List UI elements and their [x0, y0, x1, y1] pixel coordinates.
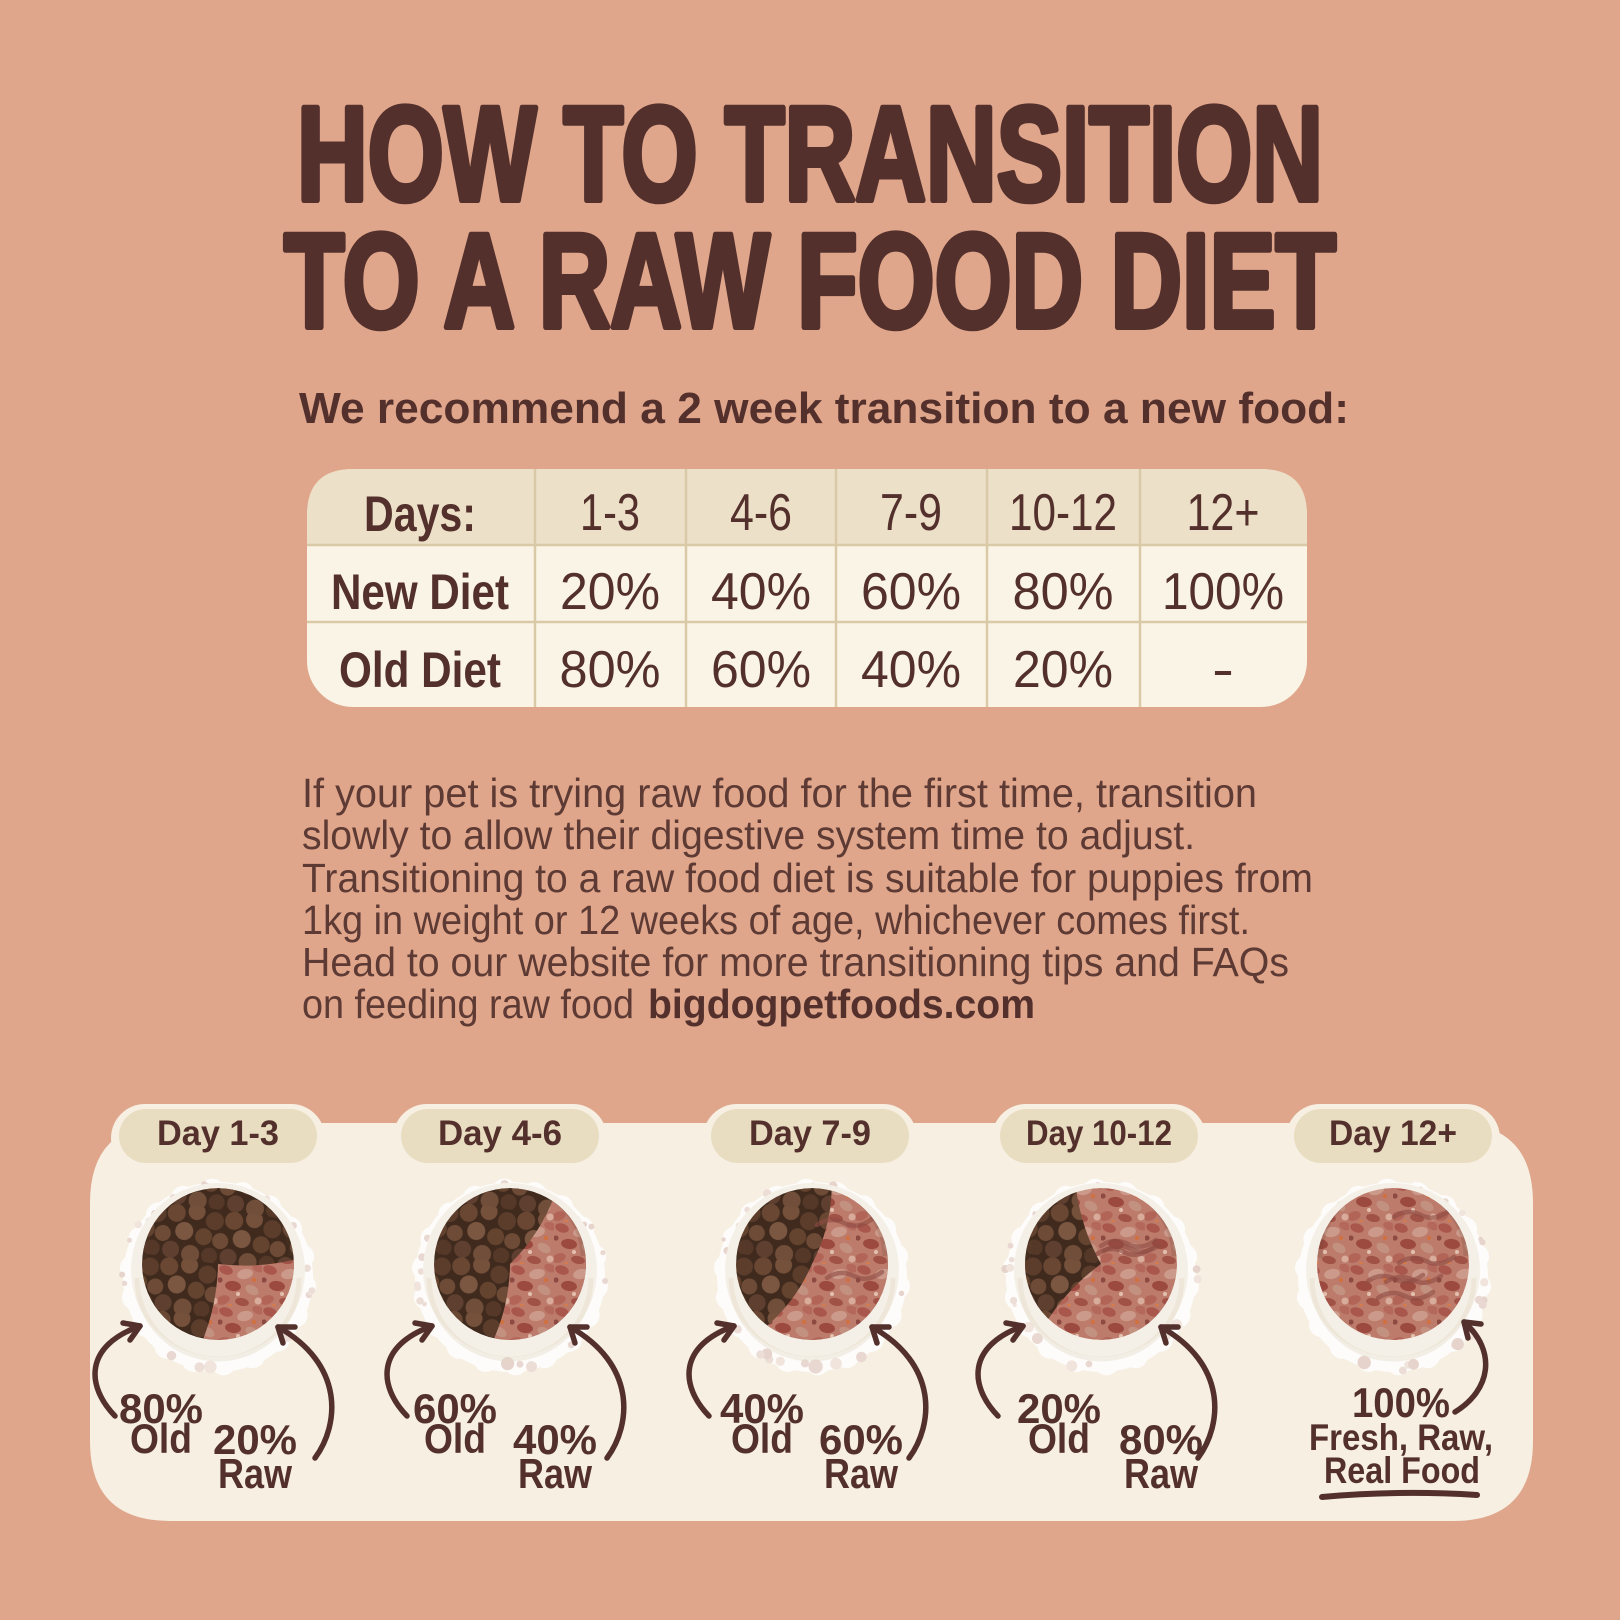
- svg-text:60%: 60%: [413, 1385, 497, 1432]
- svg-text:Head to our website for more t: Head to our website for more transitioni…: [302, 939, 1289, 985]
- svg-text:12+: 12+: [1187, 484, 1260, 542]
- svg-text:10-12: 10-12: [1009, 484, 1117, 542]
- svg-text:80%: 80%: [560, 641, 661, 699]
- svg-text:4-6: 4-6: [730, 484, 792, 542]
- svg-text:20%: 20%: [1013, 641, 1113, 699]
- svg-text:40%: 40%: [861, 641, 961, 699]
- svg-text:1kg in weight or 12 weeks of a: 1kg in weight or 12 weeks of age, whiche…: [302, 897, 1250, 943]
- svg-text:60%: 60%: [861, 563, 961, 621]
- svg-text:Fresh, Raw,: Fresh, Raw,: [1309, 1417, 1493, 1458]
- svg-text:Old: Old: [424, 1415, 486, 1462]
- svg-text:40%: 40%: [720, 1385, 804, 1432]
- svg-text:Raw: Raw: [1124, 1450, 1198, 1497]
- svg-text:Old: Old: [1028, 1415, 1090, 1462]
- svg-text:20%: 20%: [1017, 1385, 1101, 1432]
- svg-text:Days:: Days:: [364, 486, 476, 542]
- svg-text:Day 4-6: Day 4-6: [438, 1114, 562, 1153]
- svg-text:If your pet is trying raw food: If your pet is trying raw food for the f…: [302, 770, 1257, 816]
- svg-text:60%: 60%: [711, 641, 811, 699]
- svg-text:We recommend a 2 week transiti: We recommend a 2 week transition to a ne…: [299, 384, 1349, 433]
- svg-text:Old: Old: [731, 1415, 793, 1462]
- svg-text:20%: 20%: [213, 1416, 297, 1463]
- svg-text:Real Food: Real Food: [1324, 1450, 1480, 1491]
- svg-text:100%: 100%: [1352, 1379, 1450, 1426]
- svg-text:Day 10-12: Day 10-12: [1026, 1114, 1172, 1153]
- svg-text:Transitioning to a raw food di: Transitioning to a raw food diet is suit…: [302, 855, 1313, 901]
- svg-text:80%: 80%: [119, 1385, 203, 1432]
- svg-text:New Diet: New Diet: [331, 564, 509, 620]
- svg-text:1-3: 1-3: [580, 484, 640, 542]
- svg-text:Raw: Raw: [518, 1450, 592, 1497]
- svg-text:100%: 100%: [1162, 563, 1284, 621]
- svg-text:Day 7-9: Day 7-9: [749, 1114, 871, 1153]
- svg-text:Old Diet: Old Diet: [339, 642, 501, 698]
- svg-text:60%: 60%: [819, 1416, 903, 1463]
- svg-text:Old: Old: [130, 1415, 192, 1462]
- svg-text:-: -: [1212, 641, 1234, 699]
- svg-text:Raw: Raw: [218, 1450, 292, 1497]
- svg-text:bigdogpetfoods.com: bigdogpetfoods.com: [648, 981, 1035, 1027]
- svg-text:7-9: 7-9: [880, 484, 942, 542]
- svg-text:Raw: Raw: [824, 1450, 898, 1497]
- svg-text:on feeding raw food: on feeding raw food: [302, 981, 634, 1027]
- svg-text:HOW TO TRANSITION: HOW TO TRANSITION: [297, 80, 1323, 229]
- svg-text:80%: 80%: [1119, 1416, 1203, 1463]
- svg-text:Day 12+: Day 12+: [1329, 1114, 1457, 1153]
- svg-text:slowly to allow their digestiv: slowly to allow their digestive system t…: [302, 812, 1195, 858]
- svg-text:80%: 80%: [1013, 563, 1114, 621]
- svg-text:40%: 40%: [513, 1416, 597, 1463]
- svg-text:20%: 20%: [560, 563, 660, 621]
- svg-text:TO A RAW FOOD DIET: TO A RAW FOOD DIET: [284, 207, 1336, 356]
- svg-text:Day 1-3: Day 1-3: [157, 1114, 279, 1153]
- svg-text:40%: 40%: [711, 563, 811, 621]
